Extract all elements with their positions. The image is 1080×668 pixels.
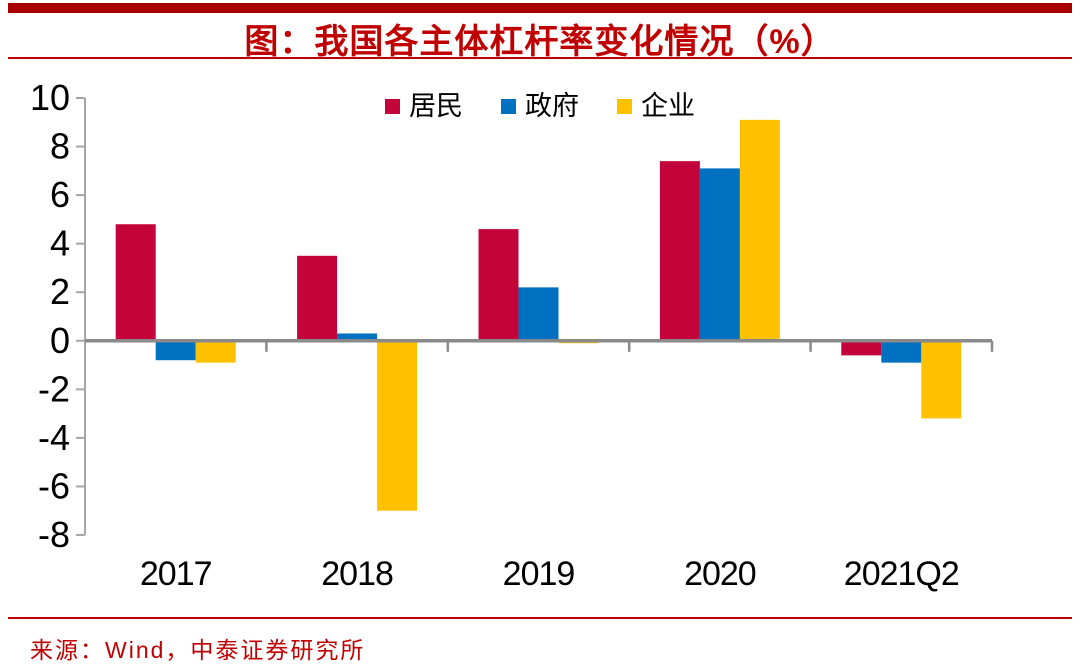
bar-government-2020 (699, 168, 740, 341)
x-axis-label: 2017 (140, 555, 212, 593)
x-axis-label: 2021Q2 (844, 555, 959, 593)
bar-enterprises-2018 (377, 340, 418, 511)
legend-item-enterprises: 企业 (617, 93, 695, 120)
source-text: 来源：Wind，中泰证券研究所 (30, 637, 366, 663)
chart-legend: 居民 政府 企业 (0, 93, 1080, 120)
legend-label-government: 政府 (525, 91, 579, 121)
bar-residents-2020 (659, 161, 700, 341)
x-axis-label: 2019 (503, 555, 575, 593)
footer-divider (8, 617, 1072, 619)
y-axis-tick-label: 10 (30, 77, 70, 118)
legend-swatch-government-icon (501, 99, 516, 114)
legend-label-enterprises: 企业 (641, 91, 695, 121)
legend-item-government: 政府 (501, 93, 579, 120)
x-axis-label: 2018 (321, 555, 393, 593)
bar-residents-2018 (297, 255, 338, 341)
bar-enterprises-2017 (195, 340, 236, 363)
bar-residents-2017 (115, 224, 156, 341)
bar-enterprises-2020 (739, 119, 780, 341)
y-axis-tick-label: 4 (50, 223, 70, 264)
bar-government-2019 (518, 287, 559, 341)
bar-enterprises-2021Q2 (921, 340, 962, 419)
y-axis-tick-label: -6 (38, 465, 70, 506)
bar-government-2021Q2 (881, 340, 922, 363)
legend-swatch-enterprises-icon (617, 99, 632, 114)
y-axis-tick-label: 2 (50, 271, 70, 312)
bar-residents-2021Q2 (841, 340, 882, 356)
y-axis-tick-label: -2 (38, 368, 70, 409)
chart-title: 图：我国各主体杠杆率变化情况（%） (244, 23, 836, 61)
legend-label-residents: 居民 (409, 91, 463, 121)
y-axis-tick-label: 0 (50, 320, 70, 361)
bar-chart: -8 -6 -4 -2 0 2 4 6 8 10 2017 2018 2019 2020 2021Q2 (30, 77, 994, 593)
y-axis-tick-label: 8 (50, 126, 70, 167)
title-divider (8, 57, 1072, 59)
y-axis-tick-label: 6 (50, 174, 70, 215)
y-axis-tick-label: -4 (38, 417, 70, 458)
y-axis-tick-label: -8 (38, 514, 70, 555)
bar-government-2017 (155, 340, 196, 361)
legend-swatch-residents-icon (385, 99, 400, 114)
x-axis-label: 2020 (684, 555, 756, 593)
bar-government-2018 (337, 333, 378, 341)
legend-item-residents: 居民 (385, 93, 463, 120)
bar-residents-2019 (478, 229, 519, 341)
top-accent-bar (8, 3, 1072, 13)
